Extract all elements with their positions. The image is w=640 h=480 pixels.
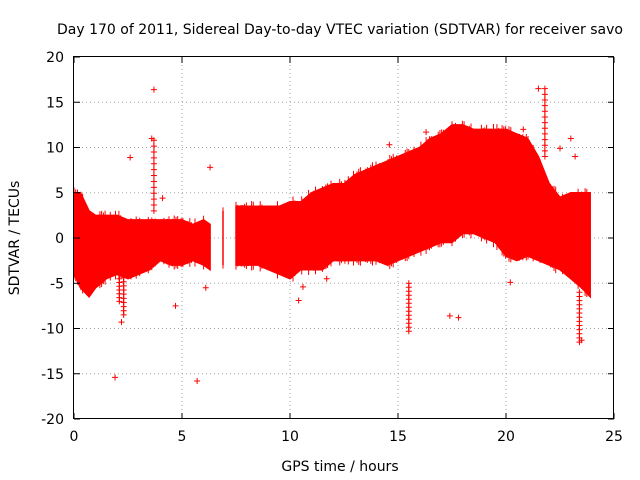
data-point [159,195,166,202]
data-point [578,337,585,344]
spike-marker [150,172,157,179]
data-point [407,160,414,167]
spike-marker [407,167,414,174]
spike-marker [150,207,157,214]
y-tick-label: 10 [46,141,64,157]
y-tick-label: -10 [41,322,64,338]
spike-marker [541,91,548,98]
x-tick-label: 20 [497,429,515,445]
data-point [455,314,462,321]
y-tick-label: 15 [46,95,64,111]
data-points [112,85,585,384]
spike-marker [116,253,123,260]
spike-marker [150,184,157,191]
y-axis-label: SDTVAR / TECUs [7,181,23,296]
y-tick-label: 20 [46,50,64,66]
spike-marker [541,85,548,92]
x-tick-label: 15 [389,429,407,445]
data-point [323,275,330,282]
x-tick-label: 5 [178,429,187,445]
data-point [567,135,574,142]
x-tick-labels: 0 5 10 15 20 25 [70,429,623,445]
data-point [386,141,393,148]
spike-marker [150,190,157,197]
data-point [194,377,201,384]
data-point [207,164,214,171]
spike-marker [150,178,157,185]
data-point [112,374,119,381]
spike-marker [541,108,548,115]
chart-title: Day 170 of 2011, Sidereal Day-to-day VTE… [57,22,623,38]
data-point [118,319,125,326]
y-tick-label: -5 [50,276,64,292]
data-point [202,284,209,291]
y-tick-label: -15 [41,367,64,383]
spike-marker [150,154,157,161]
spike-marker [541,96,548,103]
data-point [520,126,527,133]
data-point [148,135,155,142]
spike-marker [541,136,548,143]
data-band [73,120,591,299]
spike-marker [150,160,157,167]
data-point [295,297,302,304]
spike-marker [150,166,157,173]
data-point [572,153,579,160]
data-point [299,283,306,290]
spike-marker [541,147,548,154]
spike-marker [150,201,157,208]
x-tick-label: 10 [281,429,299,445]
spike-marker [541,130,548,137]
spike-marker [541,153,548,160]
data-point [507,279,514,286]
spike-marker [405,328,412,335]
data-point [535,85,542,92]
data-point [127,154,134,161]
x-tick-label: 0 [70,429,79,445]
data-point [423,129,430,136]
spike-marker [150,143,157,150]
spike-marker [541,125,548,132]
data-band-area [73,192,211,298]
x-tick-label: 25 [605,429,623,445]
spike-marker [120,262,127,269]
data-point [150,86,157,93]
spike-marker [541,119,548,126]
y-tick-label: 5 [55,186,64,202]
axis-ticks [73,56,615,420]
y-tick-label: -20 [41,412,64,428]
spike-marker [541,142,548,149]
y-tick-labels: -20 -15 -10 -5 0 5 10 15 20 [41,50,64,428]
spike-marker [541,102,548,109]
data-point [557,145,563,152]
y-tick-label: 0 [55,231,64,247]
x-axis-label: GPS time / hours [281,459,398,475]
spike-marker [150,196,157,203]
spike-marker [150,149,157,156]
data-point [172,302,179,309]
data-point [446,312,453,319]
spike-marker [541,113,548,120]
